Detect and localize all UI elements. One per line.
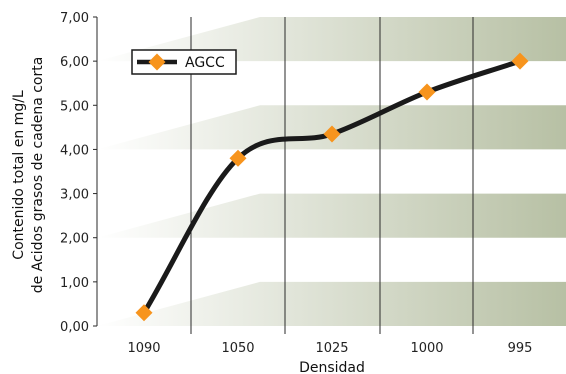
x-axis-title: Densidad bbox=[299, 360, 365, 374]
series-line-agcc bbox=[141, 58, 523, 316]
y-tick-label: 7,00 bbox=[60, 11, 89, 26]
legend-label: AGCC bbox=[185, 55, 225, 71]
y-tick-label: 5,00 bbox=[60, 99, 89, 114]
y-tick-label: 6,00 bbox=[60, 55, 89, 70]
series-agcc bbox=[135, 52, 529, 322]
data-point-1025 bbox=[323, 125, 341, 143]
y-tick-label: 0,00 bbox=[60, 320, 89, 335]
data-point-1000 bbox=[418, 83, 436, 101]
background-bands bbox=[97, 17, 566, 326]
y-axis-title-line-2: de Acidos grasos de cadena corta bbox=[30, 57, 46, 294]
data-point-1090 bbox=[135, 304, 153, 322]
y-tick-label: 1,00 bbox=[60, 276, 89, 291]
background-band bbox=[97, 281, 566, 326]
y-axis-ticks: 0,00 1,00 2,00 3,00 4,00 5,00 6,00 7,00 bbox=[60, 11, 97, 335]
data-point-1050 bbox=[229, 149, 247, 167]
x-tick-label: 1025 bbox=[315, 341, 348, 356]
x-tick-label: 995 bbox=[508, 341, 533, 356]
x-tick-label: 1000 bbox=[410, 341, 443, 356]
x-tick-label: 1050 bbox=[221, 341, 254, 356]
background-band bbox=[97, 193, 566, 238]
legend: AGCC bbox=[131, 49, 237, 75]
y-tick-label: 4,00 bbox=[60, 143, 89, 158]
y-tick-label: 2,00 bbox=[60, 232, 89, 247]
y-tick-label: 3,00 bbox=[60, 188, 89, 203]
x-tick-label: 1090 bbox=[127, 341, 160, 356]
x-axis-ticks: 1090 1050 1025 1000 995 bbox=[127, 341, 532, 356]
y-axis-title-line-1: Contenido total en mg/L bbox=[11, 90, 27, 260]
data-point-995 bbox=[511, 52, 529, 70]
